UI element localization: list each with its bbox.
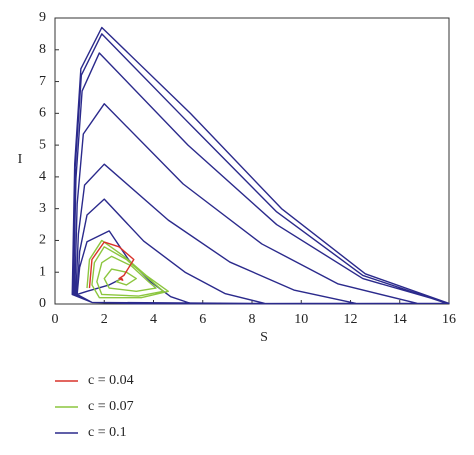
legend-label: c = 0.04 bbox=[88, 373, 134, 388]
legend-label: c = 0.07 bbox=[88, 399, 134, 414]
legend-label: c = 0.1 bbox=[88, 425, 127, 440]
y-tick-label: 5 bbox=[39, 137, 46, 152]
trajectory bbox=[88, 241, 135, 289]
x-tick-label: 8 bbox=[249, 312, 256, 327]
y-tick-label: 9 bbox=[39, 10, 46, 25]
trajectory bbox=[71, 26, 450, 305]
x-tick-label: 2 bbox=[101, 312, 108, 327]
y-tick-label: 8 bbox=[39, 42, 46, 57]
plot-frame bbox=[54, 17, 450, 305]
x-tick-label: 12 bbox=[344, 312, 358, 327]
y-tick-label: 3 bbox=[39, 201, 46, 216]
x-tick-label: 16 bbox=[442, 312, 456, 327]
y-tick-label: 2 bbox=[39, 233, 46, 248]
y-tick-label: 4 bbox=[39, 169, 46, 184]
y-tick-label: 6 bbox=[39, 106, 46, 121]
x-tick-label: 0 bbox=[52, 312, 59, 327]
trajectory bbox=[86, 239, 169, 299]
x-tick-label: 10 bbox=[294, 312, 308, 327]
x-tick-label: 4 bbox=[150, 312, 157, 327]
y-tick-label: 1 bbox=[39, 264, 46, 279]
x-axis-label: S bbox=[260, 330, 268, 345]
y-axis-label: I bbox=[18, 152, 23, 167]
y-tick-label: 0 bbox=[39, 296, 46, 311]
x-tick-label: 14 bbox=[393, 312, 407, 327]
x-tick-label: 6 bbox=[199, 312, 206, 327]
y-tick-label: 7 bbox=[39, 74, 46, 89]
